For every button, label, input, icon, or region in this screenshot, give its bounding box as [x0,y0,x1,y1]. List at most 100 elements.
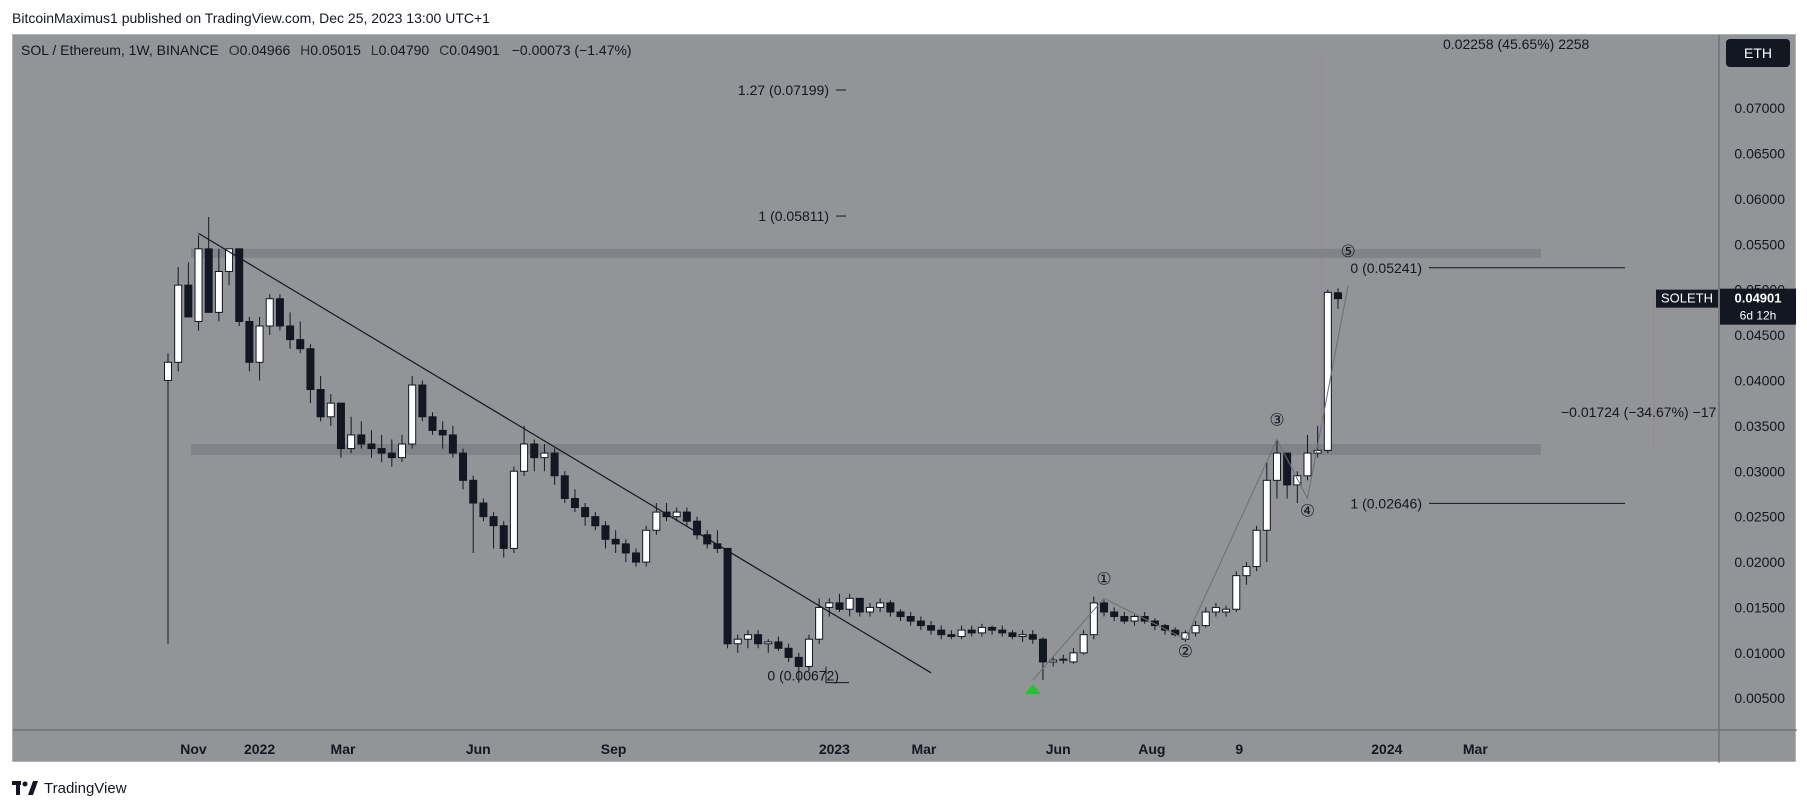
candle [204,217,213,313]
candle-body-up [743,634,752,640]
candle [967,625,976,637]
candle [876,598,885,612]
candle [743,630,752,649]
candle [469,475,478,553]
candle [916,616,925,631]
legend-low-label: L [371,42,379,58]
candle [1110,607,1119,622]
candle-body-down [632,552,640,563]
candle [1252,525,1261,572]
candle [1323,289,1332,454]
time-axis[interactable]: Nov 2022 Mar Jun Sep 2023 Mar Jun Aug 9 2024 Mar [180,741,1488,757]
legend-open: 0.04966 [240,42,291,58]
candle [896,609,905,622]
price-axis-tick: 0.05500 [1734,236,1785,252]
candle [855,597,864,617]
tradingview-logo-icon [12,781,38,795]
candle-body-up [1079,634,1088,654]
candle-body-down [693,520,702,536]
price-axis-tick: 0.06500 [1734,145,1785,161]
candle-body-down [530,443,539,459]
candle-body-down [306,348,315,391]
time-axis-tick: Jun [1046,741,1071,757]
wave-labels: ① ② ③ ④ ⑤ [1024,242,1356,695]
time-axis-tick: 2023 [819,741,850,757]
candle [682,507,691,526]
candle-body-up [825,602,834,608]
candle [550,448,559,485]
candle-body-up [1089,602,1098,636]
candle-body-up [957,629,966,637]
candle-body-down [245,320,254,363]
candle-body-down [998,629,1007,634]
chart-frame[interactable]: 1.27 (0.07199) 1 (0.05811) 0 (0.00672) 0 (0… [12,34,1797,763]
candle-body-up [1049,659,1058,663]
candle [774,636,783,652]
candle [1313,425,1322,458]
candle [326,394,335,426]
candle-body-down [367,443,376,450]
candle-body-down [275,298,284,327]
candle [245,316,254,372]
candle [347,416,356,454]
candle-body-up [408,384,417,445]
candle [825,598,834,617]
price-axis-tick: 0.02000 [1734,554,1785,570]
price-axis-tick: 0.01500 [1734,599,1785,615]
candle-body-down [754,634,763,645]
candle [377,434,386,463]
candle [621,539,630,563]
candle [693,516,702,540]
candle [733,634,742,653]
measure-bottom-label: −0.01724 (−34.67%) −17 [1561,404,1717,420]
legend-low: 0.04790 [379,42,430,58]
candle-body-up [1252,529,1261,568]
candle-body-down [621,543,630,554]
resistance-zone-1 [191,248,1541,258]
candles [164,217,1342,683]
candle [225,248,234,286]
candle-body-up [326,402,335,418]
candle [998,625,1007,637]
time-axis-tick: Mar [911,741,936,757]
candle-body-down [1038,638,1047,663]
time-axis-tick: Sep [601,741,627,757]
candle [1059,654,1068,664]
candle [448,425,457,458]
candle-body-down [377,448,386,454]
price-tag-countdown: 6d 12h [1740,309,1777,323]
candle [866,602,874,617]
candle [784,643,793,662]
candle-body-down [784,647,793,658]
candle-body-up [1018,634,1027,637]
candle-body-down [1283,452,1292,486]
candle-body-down [479,502,488,518]
candle [184,262,193,318]
candle-body-down [1334,292,1342,300]
candle-body-down [235,248,244,322]
candle [438,421,447,449]
candle [296,321,305,354]
tradingview-brand: TradingView [44,779,127,797]
candle [1008,630,1017,640]
candle-body-down [499,525,508,549]
fib-level-label: 1.27 (0.07199) [738,82,829,98]
currency-button[interactable]: ETH [1726,39,1790,67]
candle-body-down [967,629,976,634]
chart-canvas[interactable]: 1.27 (0.07199) 1 (0.05811) 0 (0.00672) 0 (0… [13,35,1797,763]
candle [336,402,345,458]
candle [886,600,895,617]
candle-body-up [1130,616,1139,622]
tradingview-logo[interactable]: TradingView [12,777,127,799]
price-axis[interactable]: 0.070000.065000.060000.055000.050000.045… [1734,100,1785,706]
candle-body-down [570,497,579,509]
candle [672,507,681,522]
candle [316,375,325,422]
legend-close: 0.04901 [449,42,500,58]
candle-body-down [387,452,396,459]
candle-body-down [459,452,468,481]
time-axis-tick: 9 [1235,741,1243,757]
candle-body-up [1069,652,1078,663]
candle-body-up [672,511,681,518]
candle-body-down [550,452,559,477]
